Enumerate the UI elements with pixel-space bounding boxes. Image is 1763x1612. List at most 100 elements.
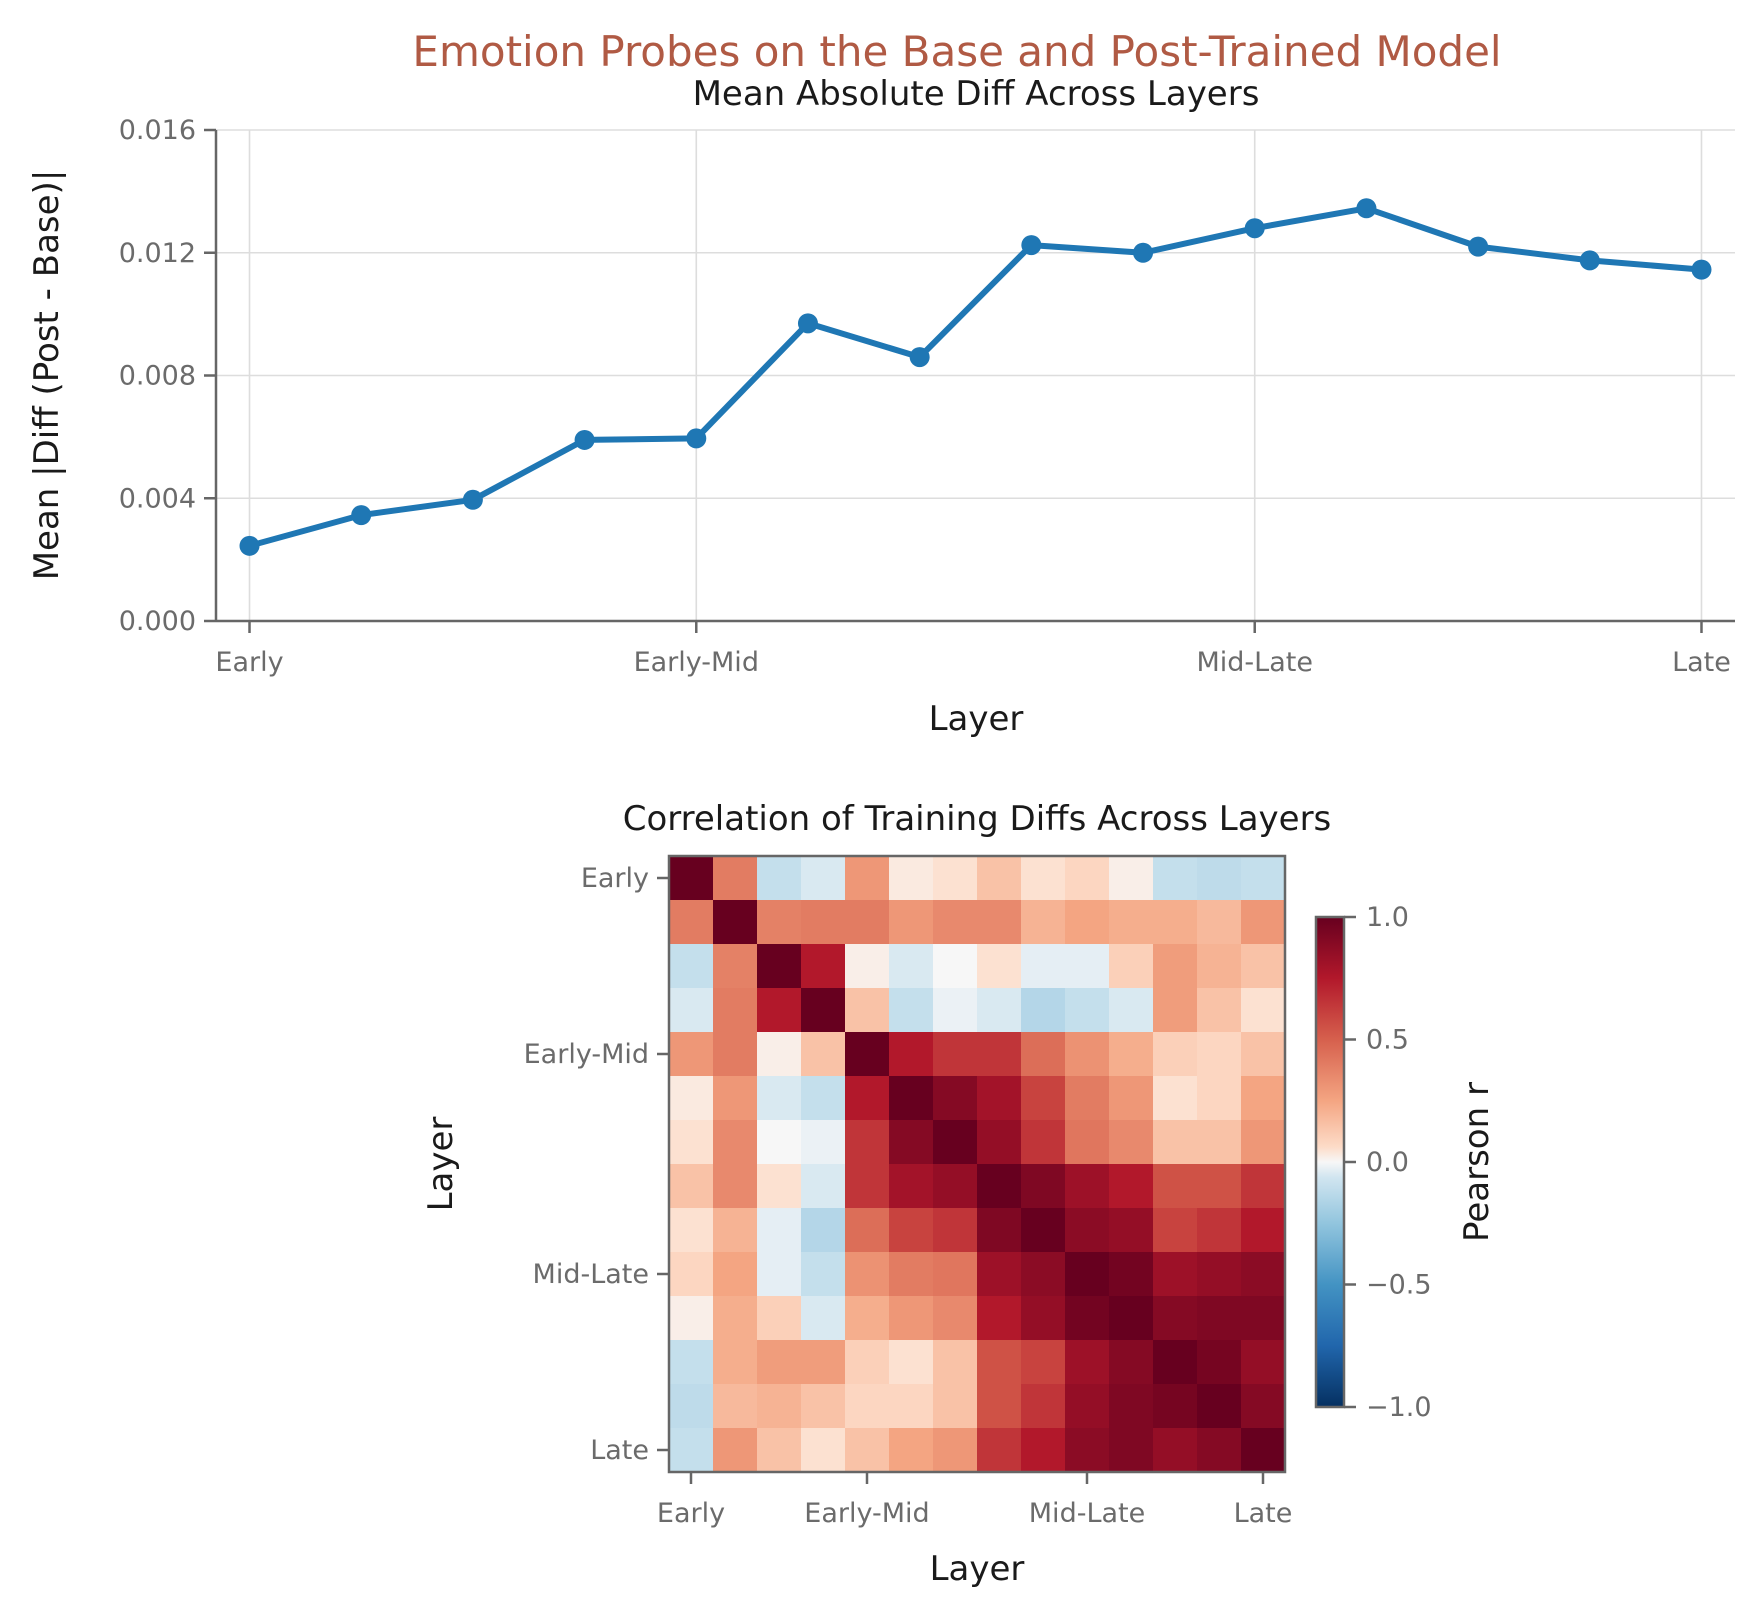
heatmap-cell [757,1340,802,1385]
heatmap-cell [1065,1252,1110,1297]
heatmap-cell [1065,1340,1110,1385]
heatmap-cell [1241,900,1286,945]
data-point [239,535,260,556]
heatmap-cell [1021,1032,1066,1077]
heatmap-cell [1153,1208,1198,1253]
heatmap-panel: Correlation of Training Diffs Across Lay… [421,799,1497,1589]
heatmap-cell [757,1076,802,1121]
heatmap-cell [845,1164,890,1209]
heatmap-cell [1241,944,1286,989]
heatmap-cell [845,1340,890,1385]
heatmap-cell [1065,1208,1110,1253]
heatmap-cell [1241,856,1286,901]
heatmap-cell [1241,1384,1286,1429]
colorbar-tick-label: −0.5 [1366,1270,1432,1301]
heatmap-cell [801,1208,846,1253]
heatmap-cell [889,900,934,945]
heatmap-cell [669,1120,714,1165]
heatmap-cell [1021,1252,1066,1297]
heatmap-cell [1109,944,1154,989]
heatmap-cell [1153,988,1198,1033]
data-point [909,347,930,368]
heatmap-cell [757,1384,802,1429]
heatmap-cell [933,1252,978,1297]
heatmap-cell [669,1428,714,1473]
heatmap-ylabel: Layer [421,1117,461,1212]
line-chart-panel: Mean Absolute Diff Across Layers 0.0000.… [27,74,1735,739]
heatmap-cell [977,1428,1022,1473]
heatmap-cell [845,1296,890,1341]
heatmap-cell [1153,1428,1198,1473]
heatmap-cell [757,1164,802,1209]
heatmap-cell [1065,1428,1110,1473]
heatmap-cell [1109,988,1154,1033]
heatmap-cell [1241,1252,1286,1297]
heatmap-cell [757,1208,802,1253]
heatmap-cell [889,1164,934,1209]
x-tick-label: Early-Mid [634,647,759,678]
heatmap-cell [801,1032,846,1077]
heatmap-cell [1021,1208,1066,1253]
heatmap-cell [801,1120,846,1165]
heatmap-cell [1065,1120,1110,1165]
heatmap-cell [1197,1296,1242,1341]
heatmap-cell [845,1428,890,1473]
heatmap-cell [1241,1120,1286,1165]
heatmap-cell [1109,1076,1154,1121]
line-chart-xlabel: Layer [929,699,1024,739]
heatmap-cell [933,1032,978,1077]
heatmap-cell [933,1120,978,1165]
heatmap-cell [1153,900,1198,945]
heatmap-cell [889,1076,934,1121]
heatmap-cell [1065,1296,1110,1341]
heatmap-cell [1021,1296,1066,1341]
data-point [686,428,707,449]
heatmap-cell [669,1384,714,1429]
heatmap-cell [713,988,758,1033]
heatmap-cell [713,1076,758,1121]
colorbar-label: Pearson r [1457,1082,1497,1242]
heatmap-cell [669,1296,714,1341]
heatmap-cell [1241,1428,1286,1473]
heatmap-cell [889,1296,934,1341]
heatmap-cell [1241,1340,1286,1385]
heatmap-cell [713,1340,758,1385]
heatmap-x-tick-label: Early-Mid [804,1498,929,1529]
heatmap-cell [889,1032,934,1077]
line-chart-title: Mean Absolute Diff Across Layers [693,74,1260,114]
colorbar-tick-label: 0.0 [1366,1147,1409,1178]
heatmap-x-tick-label: Early [657,1498,725,1529]
heatmap-cell [1065,856,1110,901]
heatmap-cell [977,1296,1022,1341]
data-point [797,313,818,334]
heatmap-cell [1197,1384,1242,1429]
heatmap-cell [933,944,978,989]
heatmap-cell [889,856,934,901]
heatmap-cell [757,944,802,989]
heatmap-cell [1197,1340,1242,1385]
heatmap-cell [933,1428,978,1473]
heatmap-cell [1109,1428,1154,1473]
heatmap-cell [1153,1384,1198,1429]
heatmap-cell [757,900,802,945]
heatmap-cell [801,856,846,901]
heatmap-cell [977,1076,1022,1121]
heatmap-cell [713,1428,758,1473]
heatmap-cell [1197,1032,1242,1077]
heatmap-cell [1021,988,1066,1033]
heatmap-cell [757,988,802,1033]
heatmap-cell [977,1164,1022,1209]
heatmap-cell [977,1384,1022,1429]
heatmap-cell [713,1164,758,1209]
heatmap-cell [889,1384,934,1429]
heatmap-cell [1153,1340,1198,1385]
heatmap-cell [713,1120,758,1165]
heatmap-cell [1197,856,1242,901]
heatmap-cell [1109,1120,1154,1165]
heatmap-cell [845,1384,890,1429]
heatmap-cell [801,988,846,1033]
data-point [1021,235,1042,256]
x-tick-label: Late [1672,647,1731,678]
heatmap-cell [757,856,802,901]
